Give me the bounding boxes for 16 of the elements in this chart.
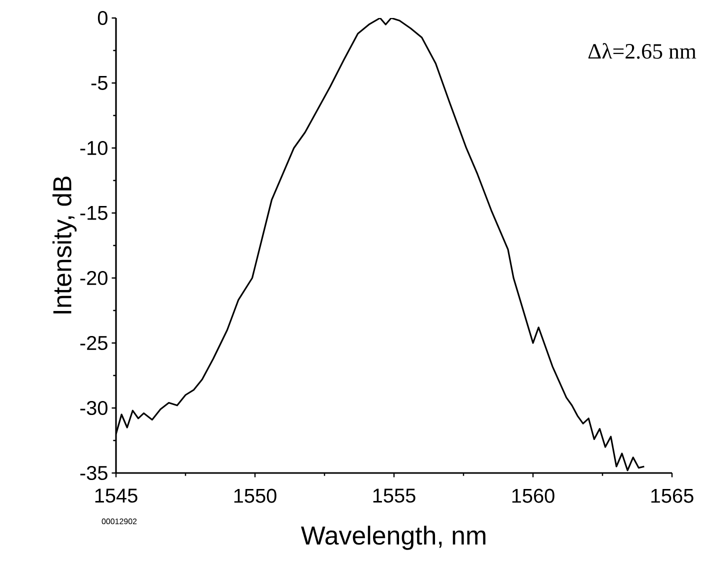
x-axis-title: Wavelength, nm [301, 526, 486, 550]
x-tick-label: 1550 [234, 488, 276, 503]
y-axis-title: Intensity, dB [52, 176, 77, 314]
y-tick-label: 0 [98, 10, 108, 26]
y-tick-label: -15 [80, 206, 108, 220]
x-tick-label: 1555 [373, 488, 416, 503]
x-tick-label: 1560 [512, 488, 554, 503]
y-tick-label: -10 [80, 140, 108, 156]
y-tick-label: -5 [91, 76, 108, 90]
y-tick-label: -20 [80, 270, 108, 286]
x-tick-label: 1545 [95, 488, 138, 503]
y-tick-label: -30 [80, 400, 108, 416]
annotation: Δλ=2.65 nm [588, 43, 696, 59]
y-tick-label: -35 [80, 466, 108, 480]
y-tick-label: -25 [80, 336, 108, 350]
x-tick-label: 1565 [651, 488, 694, 503]
